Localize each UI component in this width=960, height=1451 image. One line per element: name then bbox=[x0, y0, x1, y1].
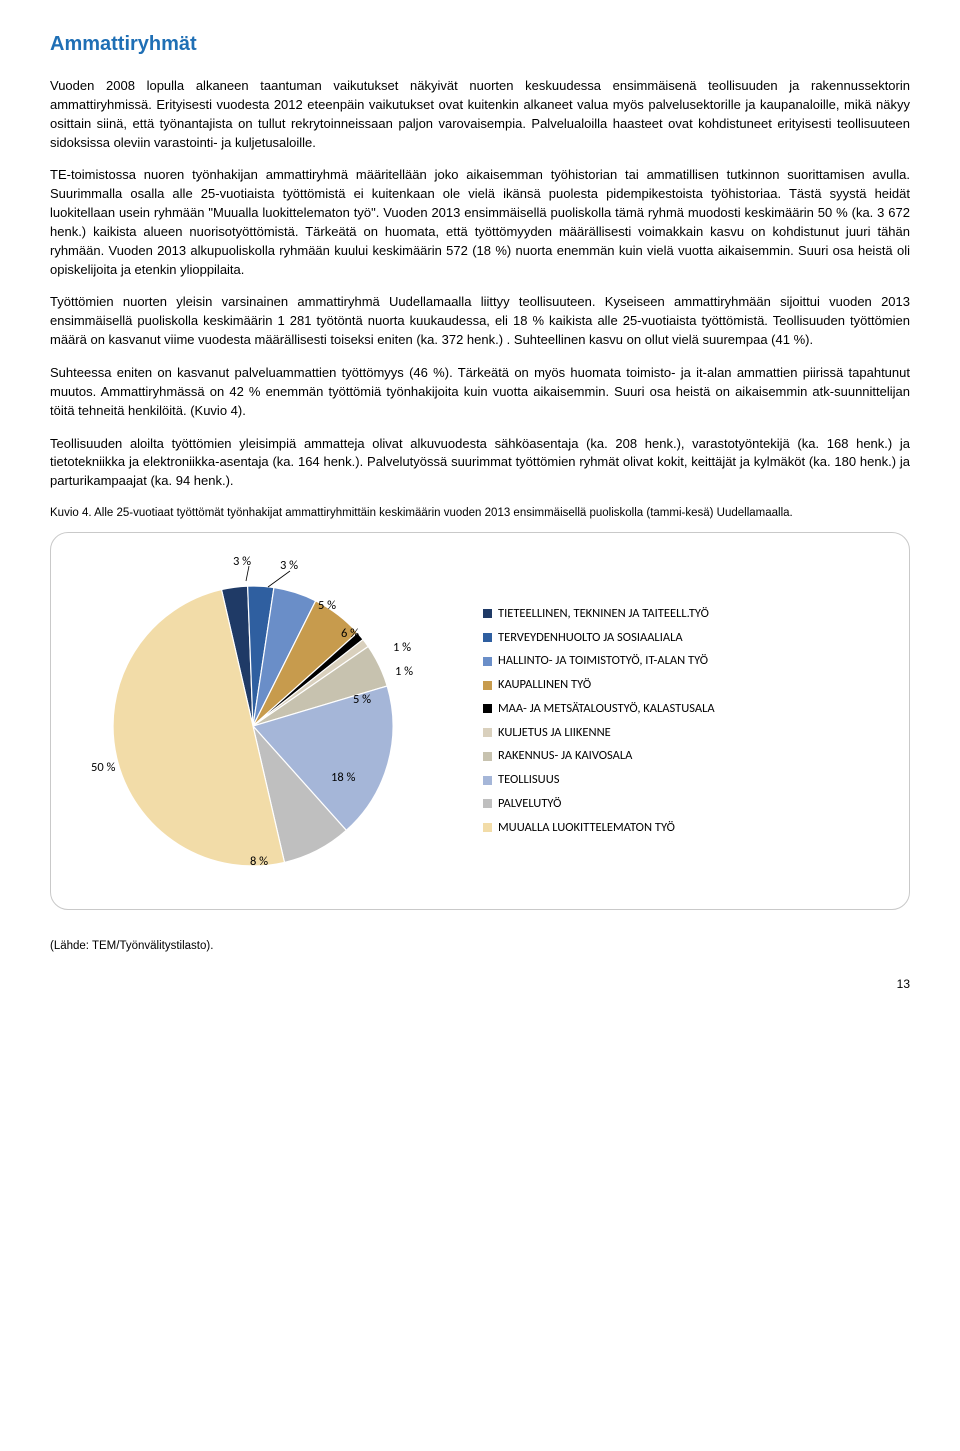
legend-item: KULJETUS JA LIIKENNE bbox=[483, 721, 715, 745]
legend-item: TEOLLISUUS bbox=[483, 768, 715, 792]
legend-item: KAUPALLINEN TYÖ bbox=[483, 673, 715, 697]
legend-item: MUUALLA LUOKITTELEMATON TYÖ bbox=[483, 816, 715, 840]
legend-item: TERVEYDENHUOLTO JA SOSIAALIALA bbox=[483, 626, 715, 650]
legend-swatch bbox=[483, 752, 492, 761]
page-number: 13 bbox=[50, 976, 910, 993]
legend-label: RAKENNUS- JA KAIVOSALA bbox=[498, 744, 632, 768]
pie-slice-label: 18 % bbox=[331, 769, 355, 787]
pie-chart-container: 3 % 3 % 5 % 6 % 1 % 1 % 5 % 18 % 8 % 50 % TIETEEL… bbox=[50, 532, 910, 910]
legend-label: TIETEELLINEN, TEKNINEN JA TAITEELL.TYÖ bbox=[498, 602, 709, 626]
legend-swatch bbox=[483, 728, 492, 737]
legend-swatch bbox=[483, 776, 492, 785]
pie-svg bbox=[73, 551, 453, 891]
legend-item: RAKENNUS- JA KAIVOSALA bbox=[483, 744, 715, 768]
body-paragraph: Suhteessa eniten on kasvanut palveluamma… bbox=[50, 364, 910, 421]
legend-label: KAUPALLINEN TYÖ bbox=[498, 673, 591, 697]
pie-slice-label: 1 % bbox=[393, 639, 411, 657]
body-paragraph: Työttömien nuorten yleisin varsinainen a… bbox=[50, 293, 910, 350]
legend-label: PALVELUTYÖ bbox=[498, 792, 561, 816]
legend-swatch bbox=[483, 633, 492, 642]
pie-slice-label: 6 % bbox=[341, 625, 359, 643]
legend-swatch bbox=[483, 704, 492, 713]
pie-slice-label: 1 % bbox=[395, 663, 413, 681]
legend-swatch bbox=[483, 657, 492, 666]
pie-slice-label: 5 % bbox=[318, 597, 336, 615]
legend-label: MAA- JA METSÄTALOUSTYÖ, KALASTUSALA bbox=[498, 697, 715, 721]
legend-item: TIETEELLINEN, TEKNINEN JA TAITEELL.TYÖ bbox=[483, 602, 715, 626]
pie-slice-label: 8 % bbox=[250, 853, 268, 871]
body-paragraph: TE-toimistossa nuoren työnhakijan ammatt… bbox=[50, 166, 910, 279]
legend-label: HALLINTO- JA TOIMISTOTYÖ, IT-ALAN TYÖ bbox=[498, 649, 708, 673]
figure-source: (Lähde: TEM/Työnvälitystilasto). bbox=[50, 938, 910, 955]
legend-swatch bbox=[483, 799, 492, 808]
chart-legend: TIETEELLINEN, TEKNINEN JA TAITEELL.TYÖTE… bbox=[483, 602, 715, 840]
page-title: Ammattiryhmät bbox=[50, 30, 910, 59]
pie-slice-label: 3 % bbox=[280, 557, 298, 575]
figure-caption: Kuvio 4. Alle 25-vuotiaat työttömät työn… bbox=[50, 505, 910, 522]
legend-swatch bbox=[483, 609, 492, 618]
body-paragraph: Teollisuuden aloilta työttömien yleisimp… bbox=[50, 435, 910, 492]
legend-label: TEOLLISUUS bbox=[498, 768, 559, 792]
legend-swatch bbox=[483, 823, 492, 832]
pie-slice-label: 50 % bbox=[91, 759, 115, 777]
pie-slice-label: 5 % bbox=[353, 691, 371, 709]
legend-item: MAA- JA METSÄTALOUSTYÖ, KALASTUSALA bbox=[483, 697, 715, 721]
legend-item: PALVELUTYÖ bbox=[483, 792, 715, 816]
pie-chart: 3 % 3 % 5 % 6 % 1 % 1 % 5 % 18 % 8 % 50 % bbox=[73, 551, 453, 891]
body-paragraph: Vuoden 2008 lopulla alkaneen taantuman v… bbox=[50, 77, 910, 152]
legend-item: HALLINTO- JA TOIMISTOTYÖ, IT-ALAN TYÖ bbox=[483, 649, 715, 673]
legend-label: TERVEYDENHUOLTO JA SOSIAALIALA bbox=[498, 626, 683, 650]
legend-label: MUUALLA LUOKITTELEMATON TYÖ bbox=[498, 816, 675, 840]
legend-label: KULJETUS JA LIIKENNE bbox=[498, 721, 611, 745]
pie-slice-label: 3 % bbox=[233, 553, 251, 571]
legend-swatch bbox=[483, 681, 492, 690]
